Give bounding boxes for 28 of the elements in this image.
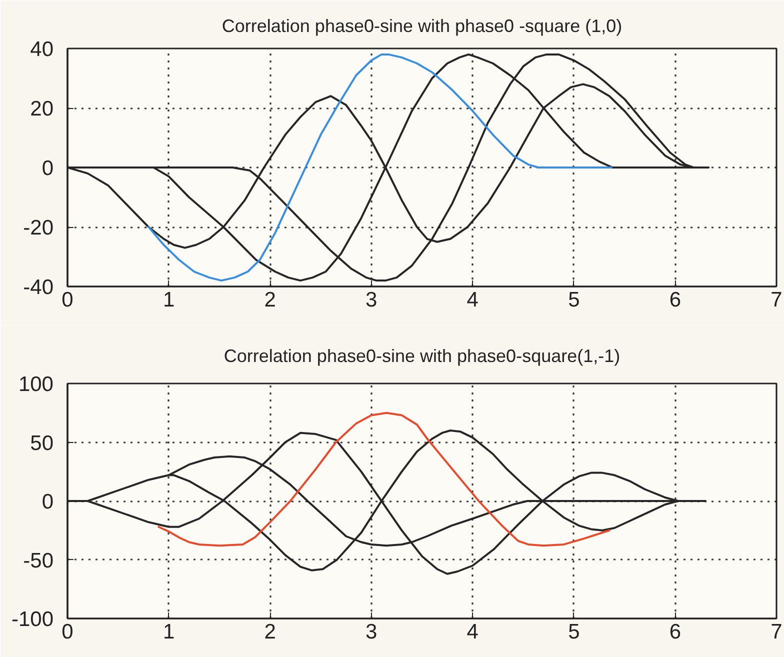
chart-title: Correlation phase0-sine with phase0 -square (1,0)	[222, 16, 622, 36]
y-tick-label: 0	[42, 157, 54, 180]
x-tick-label: 6	[669, 620, 682, 644]
y-tick-label: -20	[23, 216, 54, 240]
x-tick-label: 5	[568, 620, 580, 644]
x-tick-label: 4	[466, 288, 479, 312]
x-tick-label: 0	[62, 620, 74, 644]
y-tick-label: 40	[30, 38, 54, 61]
y-tick-label: 0	[42, 490, 54, 514]
x-tick-label: 1	[162, 620, 175, 644]
x-tick-label: 3	[366, 288, 378, 312]
x-tick-label: 2	[264, 620, 276, 644]
x-tick-label: 3	[366, 620, 378, 644]
x-tick-label: 2	[264, 288, 276, 312]
x-tick-label: 4	[466, 620, 479, 644]
y-tick-label: -100	[11, 608, 54, 631]
y-tick-label: -40	[23, 276, 54, 299]
x-tick-label: 6	[669, 288, 682, 312]
y-tick-label: 50	[30, 432, 54, 455]
x-tick-label: 0	[62, 288, 74, 312]
y-tick-label: -50	[23, 549, 54, 572]
y-tick-label: 100	[18, 373, 54, 396]
x-tick-label: 1	[162, 288, 175, 312]
y-tick-label: 20	[30, 98, 54, 120]
x-tick-label: 7	[770, 288, 782, 312]
x-tick-label: 7	[770, 620, 782, 644]
x-tick-label: 5	[568, 288, 580, 312]
chart-title: Correlation phase0-sine with phase0-square(1,-1)	[224, 346, 620, 366]
